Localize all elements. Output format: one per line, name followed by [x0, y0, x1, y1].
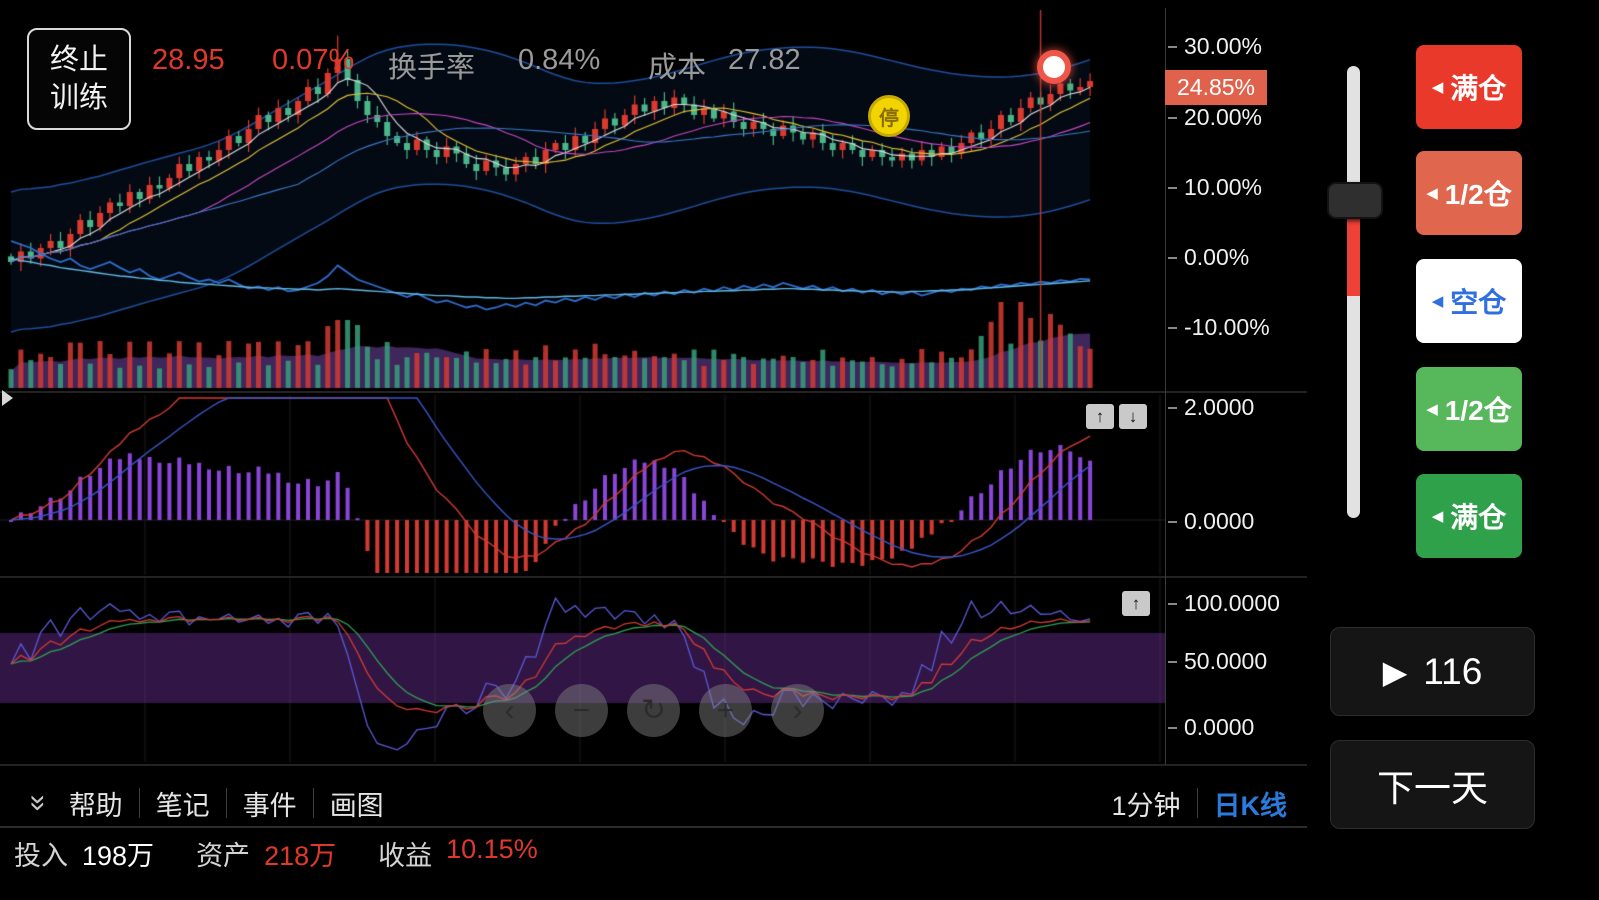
current-price: 28.95 — [152, 44, 225, 76]
zoom-out-button[interactable]: − — [555, 684, 608, 737]
flat-position-button[interactable]: ◀ 空仓 — [1416, 259, 1522, 343]
refresh-button[interactable]: ↻ — [627, 684, 680, 737]
zoom-in-button[interactable]: + — [699, 684, 752, 737]
period-1min[interactable]: 1分钟 — [1111, 790, 1181, 821]
nav-next-button[interactable]: › — [771, 684, 824, 737]
play-count: 116 — [1423, 650, 1483, 692]
toolbar-help[interactable]: 帮助 — [68, 790, 123, 821]
cost-label: 成本 — [648, 52, 707, 84]
panel-separator — [0, 764, 1307, 766]
invest-label: 投入 — [14, 840, 68, 871]
kdj-axis-label: 50.0000 — [1168, 648, 1267, 675]
collapse-icon[interactable]: » — [22, 794, 56, 812]
turnover-label: 换手率 — [388, 52, 476, 84]
full-long-button[interactable]: ◀ 满仓 — [1416, 45, 1522, 129]
play-icon: ▶ — [1382, 653, 1408, 690]
axis-label: 20.00% — [1168, 104, 1262, 131]
turnover-value: 0.84% — [518, 44, 601, 76]
macd-up-button[interactable]: ↑ — [1086, 404, 1114, 429]
toolbar-divider — [225, 788, 227, 818]
event-marker[interactable]: 停 — [868, 95, 910, 137]
toolbar-events[interactable]: 事件 — [242, 790, 297, 821]
toolbar-divider — [312, 788, 314, 818]
arrow-left-icon: ◀ — [1431, 508, 1444, 525]
bottom-toolbar: » 帮助 笔记 事件 画图 1分钟 日K线 — [0, 780, 1307, 826]
toolbar-separator — [0, 826, 1307, 828]
account-status-bar: 投入 198万 资产 218万 收益 10.15% — [0, 830, 1307, 876]
macd-down-button[interactable]: ↓ — [1119, 404, 1147, 429]
axis-line — [1165, 8, 1166, 765]
kdj-axis-label: 100.0000 — [1168, 590, 1280, 617]
nav-prev-button[interactable]: ‹ — [483, 684, 536, 737]
position-marker — [1037, 50, 1071, 84]
half-long-button[interactable]: ◀ 1/2仓 — [1416, 151, 1522, 235]
toolbar-notes[interactable]: 笔记 — [155, 790, 210, 821]
price-chart-canvas[interactable] — [0, 0, 1165, 765]
left-expander-icon[interactable] — [2, 390, 13, 406]
asset-label: 资产 — [196, 840, 251, 871]
macd-axis-label: 2.0000 — [1168, 394, 1254, 421]
asset-value: 218万 — [264, 840, 337, 871]
arrow-left-icon: ◀ — [1431, 293, 1444, 310]
change-percent: 0.07% — [272, 44, 355, 76]
profit-value: 10.15% — [446, 833, 538, 864]
axis-label: 0.00% — [1168, 244, 1249, 271]
toolbar-divider — [138, 788, 140, 818]
axis-label: 30.00% — [1168, 33, 1262, 60]
next-day-button[interactable]: 下一天 — [1330, 740, 1535, 829]
arrow-left-icon: ◀ — [1426, 401, 1438, 418]
half-short-button[interactable]: ◀ 1/2仓 — [1416, 367, 1522, 451]
stop-training-line2: 训练 — [49, 82, 108, 114]
play-button[interactable]: ▶ 116 — [1330, 627, 1535, 716]
stop-training-button[interactable]: 终止 训练 — [27, 28, 131, 130]
macd-axis-label: 0.0000 — [1168, 508, 1254, 535]
stop-training-line1: 终止 — [49, 44, 108, 76]
toolbar-draw[interactable]: 画图 — [329, 790, 384, 821]
arrow-left-icon: ◀ — [1426, 185, 1438, 202]
axis-label: 10.00% — [1168, 174, 1262, 201]
panel-separator — [0, 391, 1307, 393]
profit-label: 收益 — [378, 840, 433, 871]
axis-label: -10.00% — [1168, 314, 1270, 341]
panel-separator — [0, 576, 1307, 578]
arrow-left-icon: ◀ — [1431, 79, 1444, 96]
current-price-tag: 24.85% — [1165, 70, 1268, 105]
toolbar-divider — [1196, 788, 1198, 818]
invest-value: 198万 — [82, 840, 155, 871]
position-slider-handle[interactable] — [1327, 182, 1383, 219]
kdj-axis-label: 0.0000 — [1168, 714, 1254, 741]
cost-value: 27.82 — [728, 44, 801, 76]
full-short-button[interactable]: ◀ 满仓 — [1416, 474, 1522, 558]
period-daily-kline[interactable]: 日K线 — [1213, 790, 1288, 821]
kdj-up-button[interactable]: ↑ — [1122, 591, 1150, 616]
position-slider-fill — [1347, 216, 1360, 296]
